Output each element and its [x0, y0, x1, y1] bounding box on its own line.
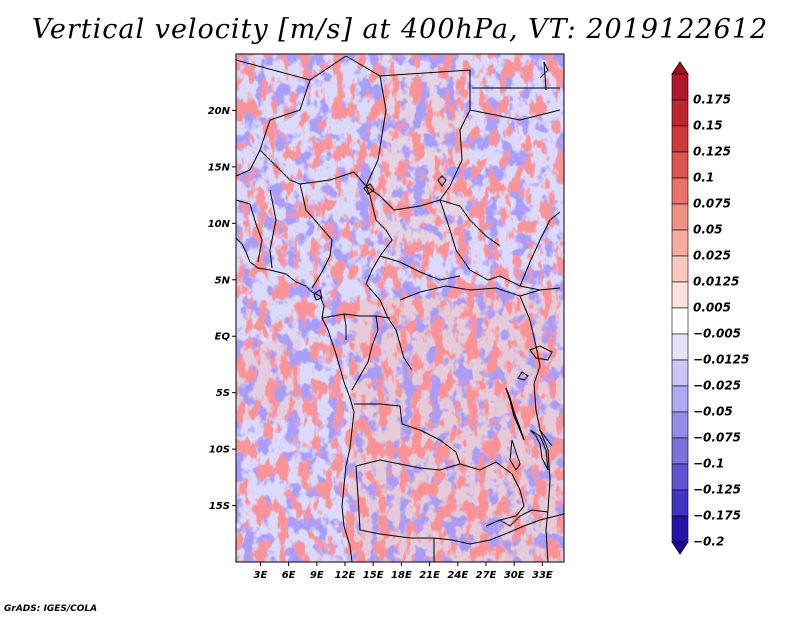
colorbar-segment — [671, 177, 689, 205]
lon-tick-label: 9E — [310, 570, 324, 581]
colorbar-label: 0.1 — [693, 171, 714, 185]
lon-tick-label: 30E — [504, 570, 525, 581]
lat-tick-label: 10N — [208, 219, 231, 230]
colorbar-segment — [671, 99, 689, 127]
colorbar-segment — [671, 203, 689, 231]
colorbar-label: 0.15 — [693, 119, 723, 133]
lon-tick-label: 6E — [282, 570, 296, 581]
lon-tick-label: 33E — [532, 570, 553, 581]
colorbar-label: 0.025 — [693, 249, 731, 263]
lat-tick-label: 15N — [208, 162, 231, 173]
lat-tick-label: 15S — [209, 501, 230, 512]
longitude-axis: 3E 6E 9E 12E 15E 18E 21E 24E 27E 30E 33E — [254, 562, 553, 581]
colorbar-segment — [671, 151, 689, 179]
colorbar-segment — [671, 125, 689, 153]
colorbar-segment — [671, 437, 689, 465]
lat-tick-label: EQ — [215, 332, 231, 343]
colorbar-segment — [671, 359, 689, 387]
lon-tick-label: 24E — [447, 570, 468, 581]
colorbar-segment — [671, 281, 689, 309]
colorbar-segment — [671, 489, 689, 517]
colorbar-label: −0.0125 — [693, 353, 749, 367]
colorbar-label: −0.005 — [693, 327, 741, 341]
colorbar-top-arrow — [671, 61, 689, 75]
colorbar-label: −0.175 — [693, 509, 741, 523]
colorbar-segment — [671, 411, 689, 439]
lon-tick-label: 18E — [391, 570, 412, 581]
map-frame — [235, 53, 565, 563]
lat-tick-label: 5N — [215, 275, 231, 286]
colorbar-segment — [671, 73, 689, 101]
lon-tick-label: 27E — [476, 570, 497, 581]
colorbar-segment — [671, 463, 689, 491]
colorbar: 0.175 0.15 0.125 0.1 0.075 0.05 0.025 0.0125 0.0… — [671, 61, 749, 555]
lon-tick-label: 15E — [363, 570, 384, 581]
colorbar-label: 0.005 — [693, 301, 731, 315]
colorbar-label: −0.2 — [693, 535, 724, 549]
colorbar-bottom-arrow — [671, 541, 689, 555]
colorbar-label: −0.025 — [693, 379, 741, 393]
colorbar-label: 0.175 — [693, 93, 731, 107]
country-borders — [236, 55, 564, 562]
colorbar-label: 0.0125 — [693, 275, 739, 289]
colorbar-label: −0.075 — [693, 431, 741, 445]
colorbar-label: −0.1 — [693, 457, 724, 471]
lat-tick-label: 20N — [208, 106, 231, 117]
colorbar-label: 0.125 — [693, 145, 731, 159]
colorbar-label: −0.125 — [693, 483, 741, 497]
colorbar-segment — [671, 229, 689, 257]
lon-tick-label: 21E — [419, 570, 440, 581]
lon-tick-label: 3E — [254, 570, 268, 581]
grads-credit: GrADS: IGES/COLA — [4, 604, 98, 614]
latitude-axis: 20N 15N 10N 5N EQ 5S 10S 15S — [208, 106, 236, 512]
colorbar-segment — [671, 515, 689, 543]
colorbar-label: −0.05 — [693, 405, 733, 419]
lat-tick-label: 5S — [216, 388, 230, 399]
map-title: Vertical velocity [m/s] at 400hPa, VT: 2… — [31, 14, 769, 45]
colorbar-segment — [671, 385, 689, 413]
velocity-field — [236, 54, 564, 562]
colorbar-segment — [671, 333, 689, 361]
colorbar-label: 0.075 — [693, 197, 731, 211]
lat-tick-label: 10S — [209, 445, 230, 456]
colorbar-label: 0.05 — [693, 223, 723, 237]
colorbar-segment — [671, 307, 689, 335]
colorbar-segment — [671, 255, 689, 283]
lon-tick-label: 12E — [335, 570, 356, 581]
